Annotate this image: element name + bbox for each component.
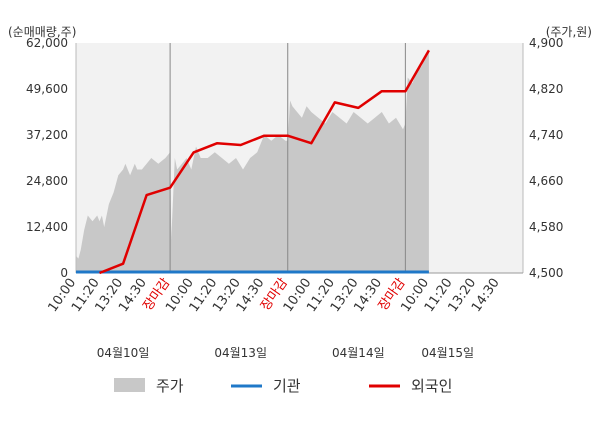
y-left-tick-label: 0 — [60, 266, 68, 280]
legend-swatch-price — [114, 378, 145, 392]
date-label: 04월13일 — [214, 346, 267, 360]
y-left-tick-label: 24,800 — [26, 174, 68, 188]
y-left-unit-label: (순매매량,주) — [8, 25, 76, 39]
legend-label: 주가 — [156, 377, 184, 395]
y-right-tick-label: 4,900 — [529, 36, 563, 50]
y-right-tick-label: 4,740 — [529, 128, 563, 142]
y-right-tick-label: 4,580 — [529, 220, 563, 234]
y-right-unit-label: (주가,원) — [546, 25, 592, 39]
date-label: 04월15일 — [421, 346, 474, 360]
date-label: 04월10일 — [97, 346, 150, 360]
price-area — [76, 48, 429, 273]
y-left-tick-label: 62,000 — [26, 36, 68, 50]
y-right-tick-label: 4,660 — [529, 174, 563, 188]
y-left-tick-label: 12,400 — [26, 220, 68, 234]
foreign-line — [99, 49, 430, 275]
y-left-tick-label: 37,200 — [26, 128, 68, 142]
y-left-tick-label: 49,600 — [26, 82, 68, 96]
y-right-tick-label: 4,820 — [529, 82, 563, 96]
legend-label: 외국인 — [411, 377, 452, 395]
y-right-tick-label: 4,500 — [529, 266, 563, 280]
date-label: 04월14일 — [332, 346, 385, 360]
legend-label: 기관 — [273, 377, 301, 395]
